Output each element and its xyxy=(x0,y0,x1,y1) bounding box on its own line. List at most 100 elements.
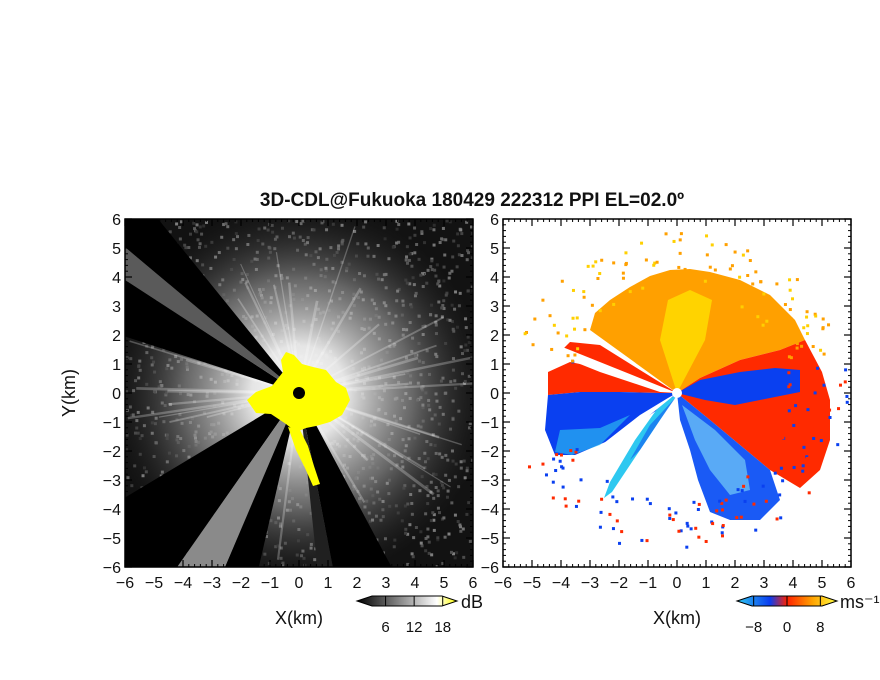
x-tick-label-12: 6 xyxy=(847,575,856,592)
velocity-speckle xyxy=(784,447,788,451)
colorbar-tick-label-2: 8 xyxy=(816,619,824,636)
velocity-speckle xyxy=(582,290,586,294)
noise-pixel xyxy=(449,550,453,554)
velocity-speckle xyxy=(615,519,619,523)
intensity-xlabel: X(km) xyxy=(275,608,323,628)
velocity-speckle xyxy=(792,423,796,427)
velocity-speckle xyxy=(591,264,595,268)
velocity-speckle xyxy=(710,520,714,524)
y-tick-label-5: 1 xyxy=(112,357,121,374)
noise-pixel xyxy=(432,223,436,227)
noise-pixel xyxy=(459,529,463,533)
velocity-heatmap xyxy=(523,232,849,549)
noise-pixel xyxy=(420,231,424,235)
velocity-speckle xyxy=(631,288,635,292)
velocity-speckle xyxy=(828,415,832,419)
y-tick-label-4: 2 xyxy=(112,328,121,345)
velocity-speckle xyxy=(564,504,568,508)
velocity-speckle xyxy=(811,345,815,349)
radar-center xyxy=(293,387,305,399)
velocity-speckle xyxy=(746,249,750,253)
velocity-speckle xyxy=(720,508,724,512)
velocity-speckle xyxy=(787,385,791,389)
noise-pixel xyxy=(440,237,444,241)
velocity-speckle xyxy=(704,539,708,543)
noise-pixel xyxy=(441,561,445,565)
velocity-speckle xyxy=(806,408,810,412)
velocity-speckle xyxy=(571,316,575,320)
noise-pixel xyxy=(435,565,439,567)
velocity-speckle xyxy=(827,323,831,327)
colorbar-tick-label-1: 0 xyxy=(783,619,791,636)
velocity-speckle xyxy=(715,509,719,513)
velocity-colorbar-ticks: −8 0 8 xyxy=(745,596,825,636)
no-data-gap-sw xyxy=(575,393,677,470)
noise-pixel xyxy=(427,551,431,555)
velocity-speckle xyxy=(771,332,775,336)
noise-pixel xyxy=(204,220,208,224)
velocity-speckle xyxy=(838,383,842,387)
velocity-speckle xyxy=(575,448,579,452)
velocity-speckle xyxy=(789,381,793,385)
x-tick-label-9: 3 xyxy=(760,575,769,592)
x-tick-label-4: −2 xyxy=(232,575,250,592)
velocity-speckle xyxy=(792,327,796,331)
noise-pixel xyxy=(395,227,399,231)
velocity-speckle xyxy=(738,275,742,279)
velocity-speckle xyxy=(822,420,826,424)
velocity-speckle xyxy=(800,344,804,348)
velocity-speckle xyxy=(683,271,687,275)
x-tick-label-10: 4 xyxy=(411,575,420,592)
velocity-speckles xyxy=(523,232,849,549)
velocity-speckle xyxy=(571,288,575,292)
velocity-speckle xyxy=(571,359,575,363)
velocity-speckle xyxy=(740,489,744,493)
velocity-speckle xyxy=(598,309,602,313)
velocity-speckle xyxy=(565,334,569,338)
noise-pixel xyxy=(426,535,430,539)
velocity-speckle xyxy=(566,354,570,358)
y-tick-label-0: 6 xyxy=(490,212,499,229)
velocity-speckle xyxy=(739,515,743,519)
velocity-speckle xyxy=(778,493,782,497)
noise-pixel xyxy=(450,269,454,273)
velocity-speckle xyxy=(628,290,632,294)
velocity-speckle xyxy=(836,443,840,447)
receding-bright-core xyxy=(660,290,712,393)
velocity-speckle xyxy=(789,356,793,360)
y-tick-label-8: −2 xyxy=(481,444,499,461)
noise-pixel xyxy=(466,249,470,253)
y-tick-label-3: 3 xyxy=(490,299,499,316)
noise-pixel xyxy=(442,265,446,269)
x-tick-label-7: 1 xyxy=(702,575,711,592)
noise-pixel xyxy=(432,243,436,247)
noise-pixel xyxy=(430,553,434,557)
velocity-speckle xyxy=(621,276,625,280)
velocity-speckle xyxy=(677,529,681,533)
noise-pixel xyxy=(470,256,473,260)
velocity-speckle xyxy=(787,325,791,329)
noise-pixel xyxy=(420,230,424,234)
velocity-speckle xyxy=(728,267,732,271)
velocity-speckle xyxy=(579,478,583,482)
velocity-xlabel: X(km) xyxy=(653,608,701,628)
x-tick-label-12: 6 xyxy=(469,575,478,592)
velocity-speckle xyxy=(657,279,661,283)
chart-title: 3D-CDL@Fukuoka 180429 222312 PPI EL=02.0… xyxy=(260,190,684,211)
velocity-speckle xyxy=(523,332,527,336)
velocity-speckle xyxy=(791,297,795,301)
velocity-speckle xyxy=(551,480,555,484)
y-tick-label-4: 2 xyxy=(490,328,499,345)
velocity-speckle xyxy=(805,456,809,460)
velocity-speckle xyxy=(615,500,619,504)
velocity-speckle xyxy=(805,315,809,319)
velocity-speckle xyxy=(822,352,826,356)
velocity-speckle xyxy=(779,455,783,459)
velocity-speckle xyxy=(813,312,817,316)
velocity-speckle xyxy=(573,327,577,331)
velocity-speckle xyxy=(720,501,724,505)
velocity-speckle xyxy=(685,521,689,525)
noise-pixel xyxy=(453,556,457,560)
velocity-speckle xyxy=(787,355,791,359)
